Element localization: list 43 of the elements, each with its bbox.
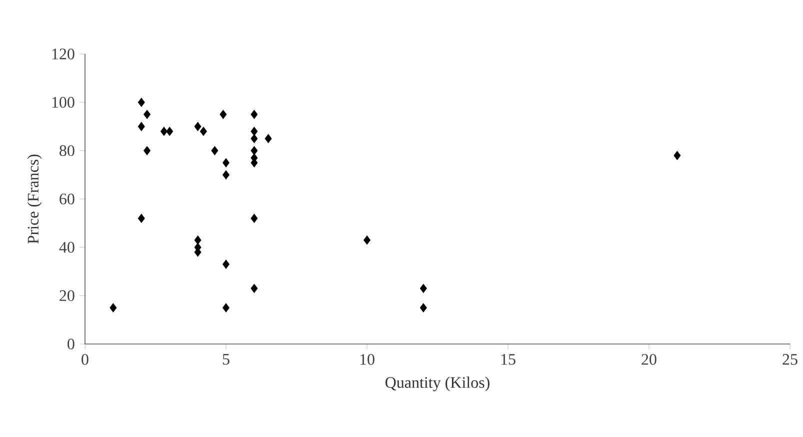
point — [250, 110, 258, 119]
x-tick-label: 0 — [82, 354, 88, 365]
point — [144, 146, 151, 156]
point — [222, 303, 230, 312]
point — [194, 236, 202, 245]
y-tick-label: 100 — [52, 96, 74, 108]
point — [138, 98, 145, 107]
x-tick-label: 25 — [782, 354, 798, 365]
y-tick-label: 120 — [52, 48, 74, 60]
y-tick-label: 20 — [60, 290, 74, 302]
point — [250, 284, 258, 293]
point — [250, 146, 258, 156]
point — [222, 170, 230, 180]
x-tick-label: 10 — [360, 354, 374, 365]
point — [138, 122, 145, 132]
y-tick-label: 40 — [59, 242, 74, 253]
point — [222, 260, 230, 269]
point — [220, 110, 227, 119]
point — [420, 303, 427, 312]
point — [110, 303, 117, 312]
point — [264, 134, 272, 144]
x-axis-title: Quantity (Kilos) — [385, 376, 490, 392]
y-tick-label: 60 — [60, 194, 74, 204]
point — [420, 284, 427, 293]
y-axis-title: Price (Francs) — [27, 154, 42, 244]
point — [200, 126, 207, 136]
x-tick-label: 15 — [501, 354, 516, 365]
point — [144, 110, 151, 119]
point — [160, 126, 168, 136]
point — [250, 126, 258, 136]
point — [166, 126, 174, 136]
point — [222, 158, 230, 168]
point — [138, 214, 145, 223]
point — [250, 134, 258, 144]
point — [674, 150, 681, 160]
point — [250, 214, 258, 223]
point — [194, 122, 202, 132]
y-tick-label: 0 — [68, 338, 74, 350]
x-tick-label: 20 — [642, 354, 656, 365]
point — [211, 146, 218, 156]
point — [364, 236, 370, 245]
x-tick-label: 5 — [222, 354, 230, 365]
y-tick-label: 80 — [60, 145, 74, 156]
